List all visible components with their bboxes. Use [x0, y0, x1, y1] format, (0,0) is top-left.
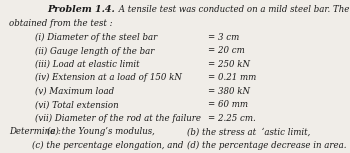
Text: = 3 cm: = 3 cm: [208, 33, 239, 42]
Text: (vi) Total extension: (vi) Total extension: [35, 100, 119, 109]
Text: obtained from the test :: obtained from the test :: [9, 19, 112, 28]
Text: A tensile test was conducted on a mild steel bar. The following data was: A tensile test was conducted on a mild s…: [116, 5, 350, 14]
Text: (vii) Diameter of the rod at the failure: (vii) Diameter of the rod at the failure: [35, 114, 201, 123]
Text: (v) Maximum load: (v) Maximum load: [35, 87, 114, 96]
Text: = 2.25 cm.: = 2.25 cm.: [208, 114, 256, 123]
Text: = 250 kN: = 250 kN: [208, 60, 250, 69]
Text: (c) the percentage elongation, and: (c) the percentage elongation, and: [32, 141, 183, 150]
Text: (b) the stress at  ‘astic limit,: (b) the stress at ‘astic limit,: [187, 127, 311, 136]
Text: (d) the percentage decrease in area.: (d) the percentage decrease in area.: [187, 141, 347, 150]
Text: (iii) Load at elastic limit: (iii) Load at elastic limit: [35, 60, 140, 69]
Text: = 60 mm: = 60 mm: [208, 100, 248, 109]
Text: Determine :: Determine :: [9, 127, 61, 136]
Text: (i) Diameter of the steel bar: (i) Diameter of the steel bar: [35, 33, 157, 42]
Text: = 380 kN: = 380 kN: [208, 87, 250, 96]
Text: (ii) Gauge length of the bar: (ii) Gauge length of the bar: [35, 46, 154, 56]
Text: = 20 cm: = 20 cm: [208, 46, 245, 55]
Text: (a) the Young’s modulus,: (a) the Young’s modulus,: [47, 127, 155, 136]
Text: = 0.21 mm: = 0.21 mm: [208, 73, 257, 82]
Text: (iv) Extension at a load of 150 kN: (iv) Extension at a load of 150 kN: [35, 73, 182, 82]
Text: Problem 1.4.: Problem 1.4.: [47, 5, 115, 14]
